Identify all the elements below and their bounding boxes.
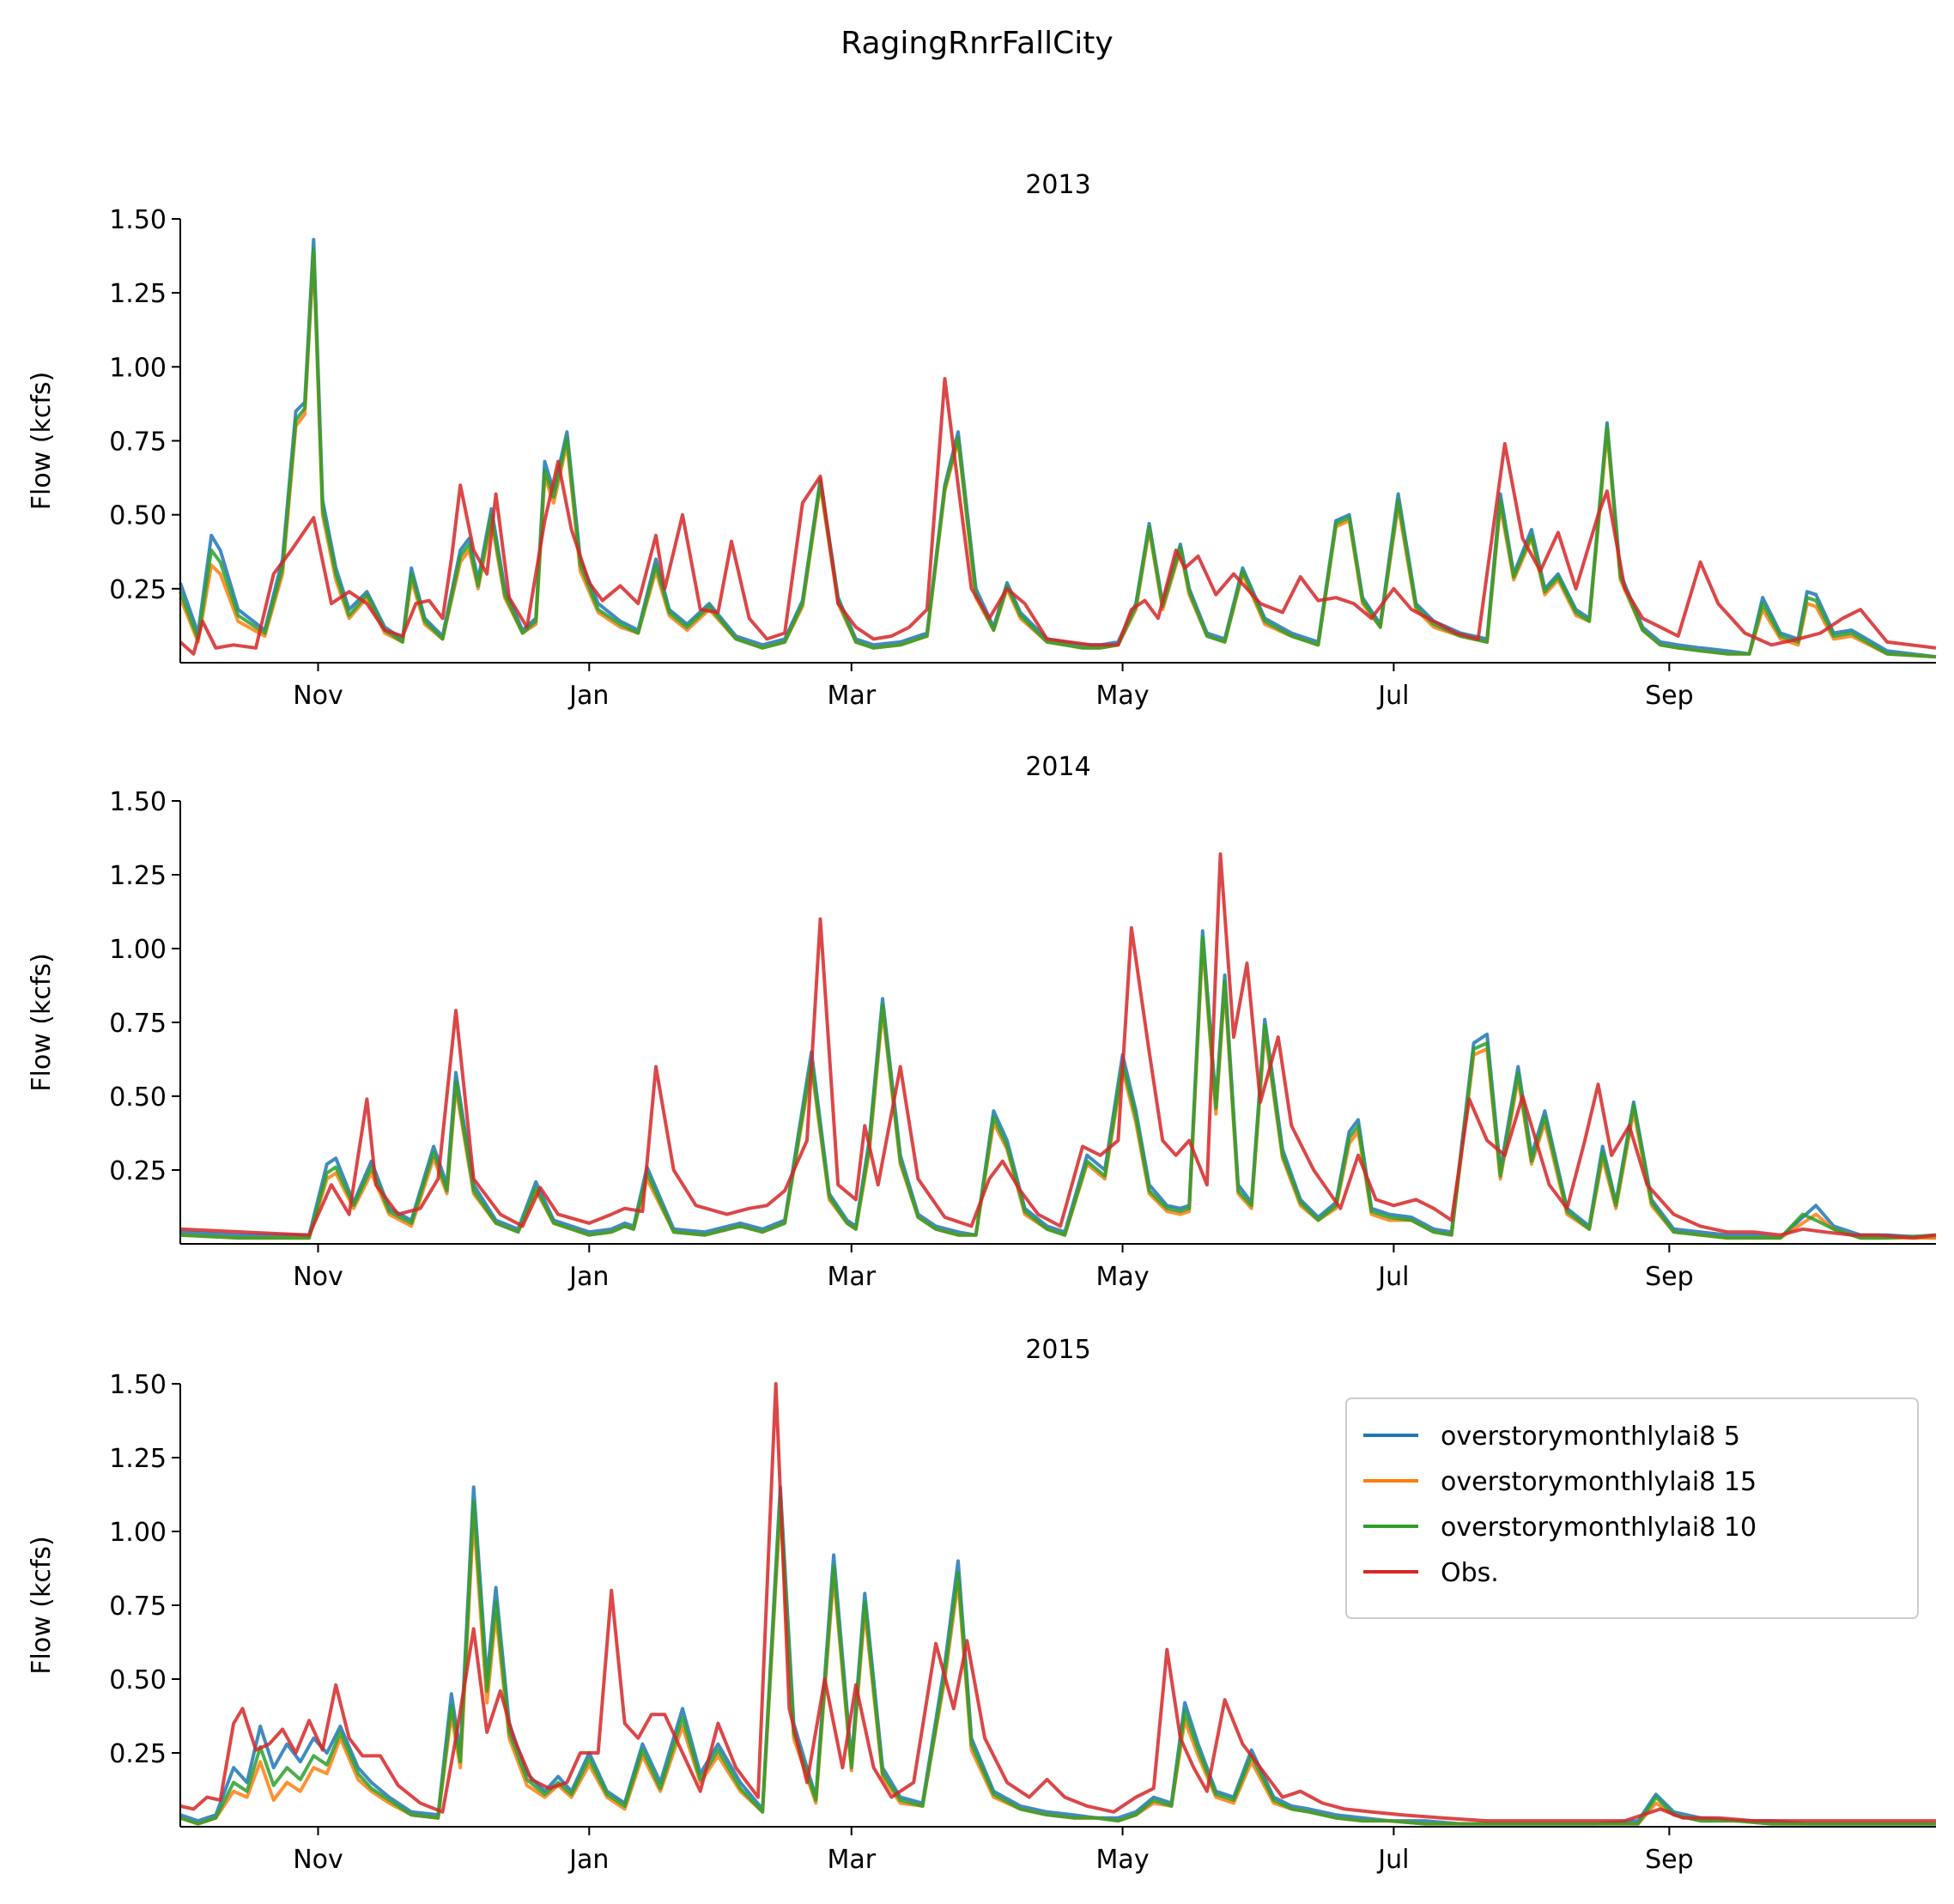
subplot-2013: 2013 0.25 0.50 0.75 1.00 1.25 1.50 Nov Jan Mar May… bbox=[27, 170, 1937, 711]
series-group bbox=[179, 238, 1937, 659]
series-line-obs- bbox=[179, 377, 1937, 656]
legend-label: overstorymonthlylai8 5 bbox=[1441, 1422, 1740, 1452]
subplot-title: 2013 bbox=[1025, 170, 1090, 200]
series-line-overstorymonthlylai8-10 bbox=[179, 1494, 1936, 1826]
x-tick-label: May bbox=[1096, 681, 1150, 711]
legend-frame bbox=[1345, 1398, 1919, 1619]
figure-title: RagingRnrFallCity bbox=[840, 26, 1113, 61]
series-group bbox=[179, 1382, 1936, 1826]
x-tick-label: Sep bbox=[1645, 681, 1694, 711]
x-tick-label: Jul bbox=[1376, 1845, 1409, 1875]
y-tick-label: 0.75 bbox=[109, 427, 167, 458]
x-tick-label: Nov bbox=[293, 681, 343, 711]
y-tick-label: 0.50 bbox=[109, 1082, 167, 1113]
y-tick-label: 1.25 bbox=[109, 1444, 167, 1474]
x-tick-label: Nov bbox=[293, 1262, 343, 1292]
y-tick-label: 1.50 bbox=[109, 1370, 167, 1400]
x-tick-label: Mar bbox=[827, 1262, 876, 1292]
x-tick-label: Jan bbox=[567, 1845, 609, 1875]
series-group bbox=[179, 852, 1937, 1240]
x-tick-label: Jan bbox=[567, 681, 609, 711]
subplot-title: 2015 bbox=[1025, 1335, 1090, 1365]
y-tick-label: 1.00 bbox=[109, 353, 167, 383]
y-tick-label: 1.50 bbox=[109, 787, 167, 817]
subplots: 2013 0.25 0.50 0.75 1.00 1.25 1.50 Nov Jan Mar May… bbox=[27, 170, 1937, 1875]
legend-label: overstorymonthlylai8 15 bbox=[1441, 1467, 1757, 1497]
y-tick-label: 0.75 bbox=[109, 1009, 167, 1039]
y-tick-label: 0.25 bbox=[109, 1156, 167, 1186]
series-line-overstorymonthlylai8-10 bbox=[179, 246, 1937, 659]
x-tick-label: May bbox=[1096, 1845, 1150, 1875]
x-tick-label: Jul bbox=[1376, 681, 1409, 711]
y-tick-label: 0.25 bbox=[109, 575, 167, 605]
x-tick-label: Nov bbox=[293, 1845, 343, 1875]
x-tick-label: Sep bbox=[1645, 1262, 1694, 1292]
y-tick-label: 0.75 bbox=[109, 1592, 167, 1622]
y-tick-label: 1.25 bbox=[109, 279, 167, 309]
x-tick-label: Mar bbox=[827, 1845, 876, 1875]
y-tick-label: 1.25 bbox=[109, 861, 167, 891]
x-tick-label: May bbox=[1096, 1262, 1150, 1292]
series-line-obs- bbox=[179, 852, 1937, 1240]
y-tick-label: 1.00 bbox=[109, 935, 167, 965]
y-axis-label: Flow (kcfs) bbox=[27, 1536, 57, 1674]
y-axis-label: Flow (kcfs) bbox=[27, 953, 57, 1091]
y-tick-label: 1.00 bbox=[109, 1518, 167, 1548]
series-line-obs- bbox=[179, 1382, 1936, 1823]
y-tick-label: 0.25 bbox=[109, 1739, 167, 1769]
legend-label: overstorymonthlylai8 10 bbox=[1441, 1513, 1757, 1543]
x-tick-label: Jan bbox=[567, 1262, 609, 1292]
y-axis-label: Flow (kcfs) bbox=[27, 372, 57, 510]
legend-label: Obs. bbox=[1441, 1558, 1499, 1588]
subplot-2015: 2015 0.25 0.50 0.75 1.00 1.25 1.50 Nov Jan Mar May… bbox=[27, 1335, 1936, 1875]
y-tick-label: 0.50 bbox=[109, 1665, 167, 1695]
subplot-title: 2014 bbox=[1025, 752, 1090, 782]
y-tick-label: 1.50 bbox=[109, 205, 167, 235]
x-tick-label: Jul bbox=[1376, 1262, 1409, 1292]
y-tick-label: 0.50 bbox=[109, 501, 167, 531]
x-tick-label: Sep bbox=[1645, 1845, 1694, 1875]
x-tick-label: Mar bbox=[827, 681, 876, 711]
subplot-2014: 2014 0.25 0.50 0.75 1.00 1.25 1.50 Nov Jan Mar May… bbox=[27, 752, 1937, 1292]
legend: overstorymonthlylai8 5 overstorymonthlyla… bbox=[1345, 1398, 1919, 1619]
